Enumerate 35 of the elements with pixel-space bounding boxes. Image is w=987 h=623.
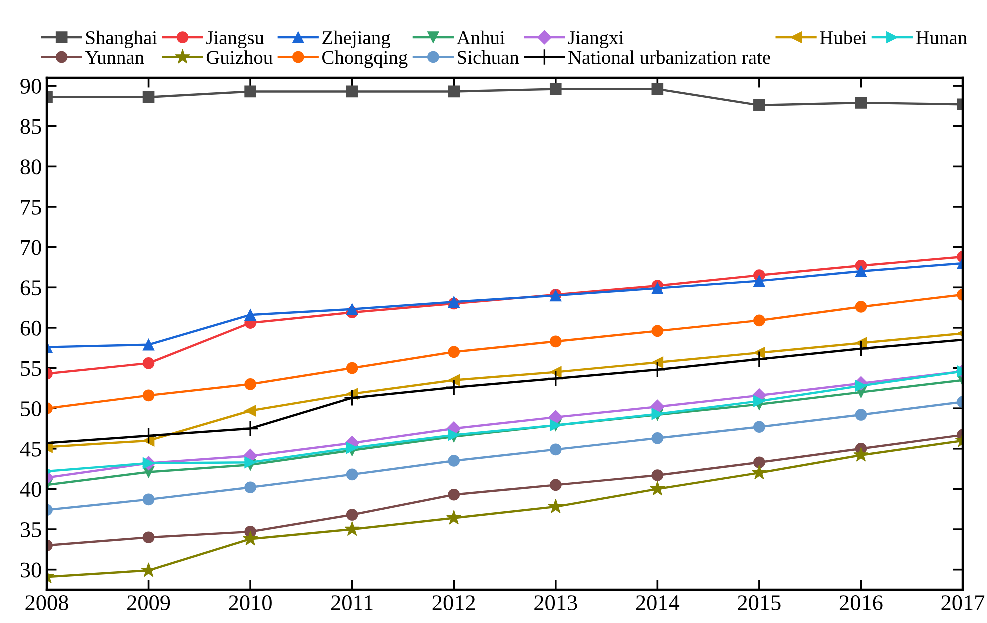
y-tick-label: 65 (20, 280, 42, 296)
x-tick-label: 2017 (942, 596, 985, 610)
x-tick-label: 2009 (128, 596, 170, 610)
legend-label: Chongqing (322, 50, 408, 68)
legend-label: Jiangxi (568, 31, 624, 49)
y-tick-label: 50 (21, 402, 42, 417)
y-tick-label: 90 (20, 78, 42, 94)
legend-label: National urbanization rate (568, 50, 770, 64)
legend-label: Guizhou (206, 50, 273, 64)
y-tick-label: 85 (20, 119, 42, 134)
y-tick-label: 35 (20, 522, 42, 538)
legend-label: Hunan (916, 32, 968, 45)
x-tick-label: 2016 (840, 596, 883, 610)
y-tick-label: 45 (20, 442, 42, 457)
legend-label: Hubei (820, 30, 867, 45)
legend-label: Yunnan (85, 51, 144, 64)
x-tick-label: 2013 (534, 596, 578, 610)
legend-label: Shanghai (86, 30, 158, 49)
y-tick-label: 60 (20, 320, 42, 336)
legend-label: Zhejiang (322, 30, 390, 49)
x-tick-label: 2008 (26, 596, 68, 610)
legend-label: Jiangsu (206, 31, 264, 49)
y-tick-label: 80 (20, 160, 42, 175)
y-tick-label: 55 (21, 361, 42, 376)
y-tick-label: 70 (21, 240, 42, 256)
y-tick-label: 40 (20, 482, 42, 498)
x-tick-label: 2014 (636, 596, 680, 610)
x-tick-label: 2012 (432, 596, 476, 610)
y-tick-label: 75 (21, 200, 42, 215)
x-tick-label: 2015 (738, 596, 781, 610)
y-tick-label: 30 (20, 562, 42, 578)
x-tick-label: 2011 (332, 596, 373, 610)
x-tick-label: 2010 (229, 596, 272, 610)
legend-label: Anhui (456, 30, 506, 45)
legend-label: Sichuan (458, 50, 520, 64)
